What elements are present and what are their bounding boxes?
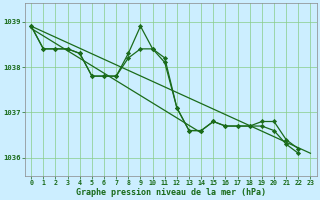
X-axis label: Graphe pression niveau de la mer (hPa): Graphe pression niveau de la mer (hPa) (76, 188, 266, 197)
